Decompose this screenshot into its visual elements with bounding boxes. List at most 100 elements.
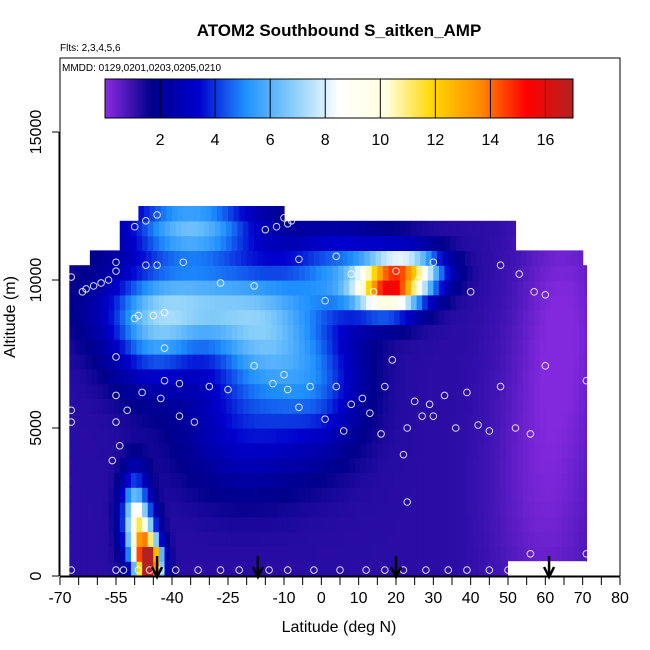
heatmap-cell — [97, 561, 104, 577]
heatmap-cell — [136, 383, 143, 399]
heatmap-cell — [259, 339, 266, 355]
heatmap-cell — [287, 487, 294, 503]
heatmap-cell — [343, 561, 350, 577]
heatmap-cell — [108, 324, 115, 340]
heatmap-cell — [130, 546, 138, 562]
heatmap-cell — [556, 309, 563, 325]
heatmap-cell — [147, 413, 154, 429]
heatmap-cell — [226, 516, 233, 533]
heatmap-cell — [556, 413, 563, 429]
heatmap-cell — [203, 457, 210, 473]
heatmap-cell — [74, 265, 82, 281]
heatmap-cell — [97, 354, 104, 370]
heatmap-cell — [226, 220, 233, 237]
heatmap-cell — [366, 354, 373, 370]
heatmap-cell — [164, 324, 171, 340]
heatmap-cell — [91, 472, 98, 488]
heatmap-cell — [155, 206, 162, 222]
heatmap-cell — [242, 516, 250, 533]
heatmap-cell — [487, 250, 494, 266]
heatmap-cell — [366, 368, 373, 385]
heatmap-cell — [489, 516, 496, 533]
heatmap-cell — [506, 502, 513, 518]
sample-point — [283, 385, 292, 394]
heatmap-cell — [377, 220, 384, 237]
heatmap-cell — [500, 442, 507, 459]
heatmap-cell — [354, 235, 362, 251]
heatmap-cell — [500, 265, 507, 281]
heatmap-cell — [125, 413, 132, 429]
heatmap-cell — [259, 442, 266, 459]
heatmap-cell — [91, 516, 98, 533]
sample-point — [339, 427, 348, 435]
sample-point — [205, 382, 214, 391]
heatmap-cell — [466, 531, 474, 547]
heatmap-cell — [282, 220, 289, 237]
heatmap-cell — [511, 339, 518, 355]
heatmap-cell — [237, 487, 244, 503]
heatmap-cell — [433, 324, 440, 340]
heatmap-cell — [181, 324, 188, 340]
heatmap-cell — [377, 442, 384, 459]
heatmap-cell — [567, 280, 574, 296]
heatmap-cell — [265, 354, 272, 370]
heatmap-cell — [405, 428, 412, 444]
heatmap-cell — [338, 561, 345, 577]
heatmap-cell — [343, 294, 350, 311]
heatmap-cell — [494, 442, 502, 459]
heatmap-cell — [405, 294, 412, 311]
heatmap-cell — [153, 398, 160, 414]
heatmap-cell — [130, 472, 138, 488]
heatmap-cell — [489, 487, 496, 503]
heatmap-cell — [405, 413, 412, 429]
heatmap-cell — [80, 324, 87, 340]
heatmap-cell — [382, 280, 390, 296]
heatmap-cell — [102, 442, 110, 459]
heatmap-cell — [211, 206, 218, 222]
sample-point — [194, 566, 202, 574]
heatmap-cell — [125, 531, 132, 547]
colorbar: 2 4 6 8 10 12 14 16 — [104, 78, 574, 149]
heatmap-cell — [433, 457, 440, 473]
heatmap-cell — [276, 487, 283, 503]
heatmap-cell — [382, 294, 390, 311]
heatmap-cell — [97, 413, 104, 429]
heatmap-cell — [108, 413, 115, 429]
heatmap-cell — [123, 250, 130, 266]
heatmap-cell — [545, 280, 552, 296]
heatmap-cell — [338, 324, 345, 340]
heatmap-cell — [489, 235, 496, 251]
heatmap-cell — [573, 324, 580, 340]
heatmap-cell — [293, 265, 300, 281]
heatmap-cell — [102, 516, 110, 533]
heatmap-cell — [360, 280, 367, 296]
heatmap-cell — [382, 220, 390, 237]
heatmap-cell — [265, 413, 272, 429]
heatmap-cell — [377, 383, 384, 399]
chart-title: ATOM2 Southbound S_aitken_AMP — [197, 21, 482, 40]
heatmap-cell — [472, 531, 479, 547]
heatmap-cell — [567, 442, 574, 459]
heatmap-cell — [102, 472, 110, 488]
heatmap-cell — [97, 472, 104, 488]
heatmap-cell — [270, 516, 278, 533]
heatmap-cell — [97, 280, 104, 296]
heatmap-cell — [209, 516, 216, 533]
heatmap-cell — [332, 235, 339, 251]
heatmap-cell — [388, 235, 395, 251]
heatmap-cell — [506, 487, 513, 503]
heatmap-cell — [354, 265, 362, 281]
heatmap-cell — [543, 250, 550, 266]
heatmap-cell — [332, 294, 339, 311]
heatmap-cell — [175, 339, 182, 355]
heatmap-cell — [556, 294, 563, 311]
heatmap-cell — [209, 487, 216, 503]
heatmap-cell — [371, 561, 378, 577]
heatmap-cell — [287, 324, 294, 340]
heatmap-cell — [550, 294, 558, 311]
heatmap-cell — [310, 546, 317, 562]
heatmap-cell — [168, 250, 175, 266]
heatmap-cell — [181, 398, 188, 414]
heatmap-cell — [410, 487, 418, 503]
heatmap-cell — [539, 280, 546, 296]
